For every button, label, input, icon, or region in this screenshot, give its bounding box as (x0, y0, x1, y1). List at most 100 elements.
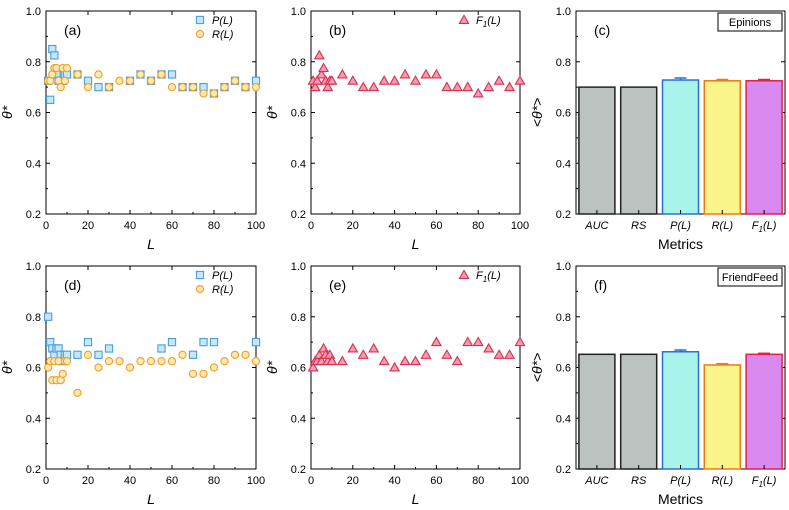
data-point (315, 68, 327, 79)
y-tick-label: 0.2 (26, 209, 41, 221)
y-tick-label: 0.6 (556, 108, 571, 120)
plot-frame (310, 10, 521, 215)
y-tick-label: 1.0 (556, 261, 571, 273)
data-point (220, 82, 229, 92)
y-tick-label: 0.8 (26, 312, 41, 324)
data-point (104, 357, 114, 366)
panel-a-scatter: 0.2 0.4 0.6 0.8 1.0 0 20 40 60 80 100 Lθ* (a) P(L) R(L… (0, 6, 265, 252)
x-axis-label: L (147, 236, 155, 252)
legend: P(L) R(L) (195, 15, 234, 41)
data-point (230, 76, 240, 85)
panel-label: (f) (594, 277, 607, 293)
category-label-part: F (752, 475, 760, 487)
panel-label: (d) (64, 277, 81, 293)
data-point (389, 361, 401, 372)
panel-label: (b) (329, 22, 346, 38)
data-point (441, 81, 453, 92)
x-tick-label: 100 (247, 220, 265, 232)
y-axis-label: θ* (0, 360, 15, 374)
series-F (307, 49, 526, 98)
category-label-sub: 1 (759, 225, 763, 234)
data-point (62, 357, 72, 366)
data-point (472, 87, 484, 98)
data-point (326, 75, 338, 85)
y-axis-label: <θ*> (529, 98, 545, 127)
plot-frame (45, 10, 257, 215)
data-point (420, 349, 432, 359)
data-point (399, 355, 411, 366)
data-point (336, 68, 348, 79)
y-tick-label: 0.2 (291, 209, 306, 221)
category-label: P(L) (670, 475, 691, 487)
y-axis-label: θ* (264, 360, 280, 374)
data-point (157, 70, 166, 79)
y-tick-label: 1.0 (26, 6, 41, 18)
x-tick-label: 80 (208, 475, 220, 487)
data-point (357, 349, 369, 359)
y-tick-label: 0.6 (291, 108, 306, 120)
data-point (430, 336, 442, 347)
data-point (326, 355, 338, 366)
data-point (73, 388, 82, 398)
data-point (230, 350, 240, 359)
data-point (504, 81, 516, 92)
data-point (83, 350, 93, 359)
data-point (368, 81, 380, 92)
bar-rs (619, 353, 658, 470)
dataset-label: Epinions (729, 17, 772, 29)
data-point (94, 363, 103, 372)
x-tick-label: 60 (430, 475, 442, 487)
legend-marker (195, 29, 205, 39)
y-tick-label: 0.2 (26, 464, 41, 476)
data-point (157, 357, 166, 366)
data-point (83, 82, 93, 92)
x-axis-label: L (412, 491, 420, 507)
data-point (420, 68, 432, 79)
y-tick-label: 1.0 (291, 261, 306, 273)
data-point (209, 89, 219, 98)
x-tick-label: 40 (124, 220, 136, 232)
data-point (441, 349, 453, 359)
y-tick-label: 0.6 (556, 363, 571, 375)
panel-c-bar: 0.2 0.4 0.6 0.8 1.0 AUC RS P(L) R(L) F1(L) Metrics… (529, 6, 786, 252)
data-point (167, 357, 177, 366)
legend-marker (195, 284, 205, 294)
y-tick-label: 0.8 (291, 57, 306, 69)
x-tick-label: 100 (511, 475, 529, 487)
data-point (389, 75, 401, 85)
data-point (115, 76, 124, 85)
data-point (493, 75, 505, 85)
legend-label-sub: 1 (483, 20, 487, 29)
x-tick-label: 0 (43, 220, 49, 232)
y-tick-label: 1.0 (26, 261, 41, 273)
y-axis-label: <θ*> (529, 353, 545, 382)
data-point (462, 336, 474, 347)
panel-label: (e) (329, 277, 346, 293)
data-point (94, 350, 103, 359)
data-point (241, 350, 250, 359)
legend: F1(L) (458, 269, 501, 284)
x-tick-label: 100 (511, 220, 529, 232)
dataset-label: FriendFeed (722, 272, 778, 284)
data-point (199, 337, 208, 347)
legend: F1(L) (458, 14, 501, 29)
series-R (43, 63, 261, 98)
y-tick-label: 1.0 (291, 6, 306, 18)
data-point (60, 76, 70, 85)
data-point (409, 355, 422, 366)
data-point (188, 82, 198, 92)
data-point (347, 342, 359, 353)
data-point (43, 312, 53, 321)
data-point (313, 49, 325, 60)
y-tick-label: 0.8 (291, 312, 306, 324)
x-tick-label: 60 (166, 220, 178, 232)
x-tick-label: 80 (472, 220, 484, 232)
data-point (188, 350, 198, 359)
data-point (336, 355, 348, 366)
data-point (50, 51, 59, 60)
data-point (73, 70, 82, 79)
data-point (167, 70, 177, 79)
data-point (125, 76, 135, 85)
data-point (357, 81, 369, 92)
